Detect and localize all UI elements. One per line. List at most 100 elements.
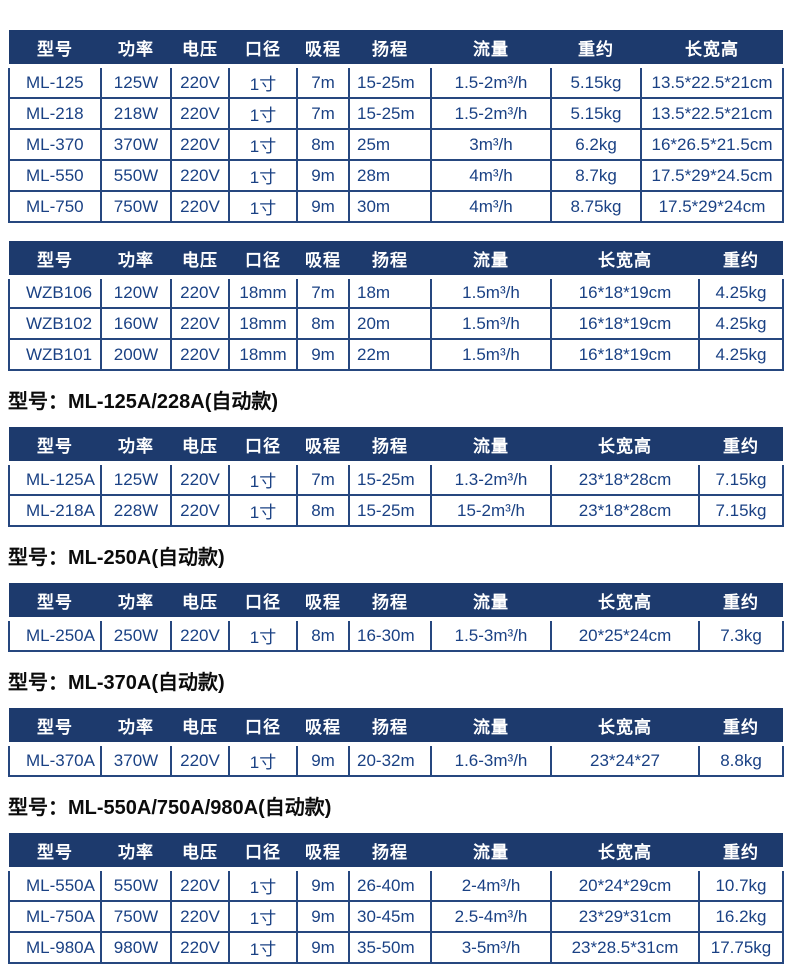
cell-lift: 15-25m bbox=[348, 462, 432, 496]
cell-flow: 1.5-2m³/h bbox=[430, 65, 552, 99]
cell-voltage: 220V bbox=[170, 462, 230, 496]
cell-model: ML-125A bbox=[8, 462, 102, 496]
spec-table-ml125a-228a: 型号 功率 电压 口径 吸程 扬程 流量 长宽高 重约 ML-125A 125W 220V 1寸 7m 15… bbox=[8, 427, 784, 527]
cell-weight: 10.7kg bbox=[698, 868, 784, 902]
cell-flow: 15-2m³/h bbox=[430, 494, 552, 527]
cell-power: 550W bbox=[100, 159, 172, 192]
cell-dimensions: 23*29*31cm bbox=[550, 900, 700, 933]
column-header-model: 型号 bbox=[9, 30, 101, 68]
cell-flow: 1.6-3m³/h bbox=[430, 743, 552, 777]
column-header-weight: 重约 bbox=[699, 708, 783, 746]
cell-power: 228W bbox=[100, 494, 172, 527]
column-header-voltage: 电压 bbox=[171, 708, 229, 746]
table-row: ML-370 370W 220V 1寸 8m 25m 3m³/h 6.2kg 16*26.5*2… bbox=[8, 128, 784, 161]
section-heading-ml370a: 型号：ML-370A(自动款) bbox=[8, 672, 225, 694]
spec-table: 型号 功率 电压 口径 吸程 扬程 流量 长宽高 重约 ML-550A 550W 220V 1寸 9m 26… bbox=[8, 833, 784, 964]
cell-diameter: 1寸 bbox=[228, 97, 298, 130]
cell-diameter: 1寸 bbox=[228, 190, 298, 223]
cell-voltage: 220V bbox=[170, 743, 230, 777]
cell-suction: 7m bbox=[296, 97, 350, 130]
column-header-suction: 吸程 bbox=[297, 30, 349, 68]
table-row: ML-218 218W 220V 1寸 7m 15-25m 1.5-2m³/h 5.15kg 1… bbox=[8, 97, 784, 130]
cell-flow: 1.5-2m³/h bbox=[430, 97, 552, 130]
spec-table-ml550a-750a-980a: 型号 功率 电压 口径 吸程 扬程 流量 长宽高 重约 ML-550A 550W 220V 1寸 9m 26… bbox=[8, 833, 784, 964]
cell-voltage: 220V bbox=[170, 931, 230, 964]
cell-power: 750W bbox=[100, 900, 172, 933]
cell-lift: 15-25m bbox=[348, 97, 432, 130]
cell-model: WZB101 bbox=[8, 338, 102, 371]
column-header-lift: 扬程 bbox=[349, 833, 431, 871]
column-header-lift: 扬程 bbox=[349, 427, 431, 465]
cell-power: 125W bbox=[100, 65, 172, 99]
cell-weight: 5.15kg bbox=[550, 65, 642, 99]
cell-voltage: 220V bbox=[170, 868, 230, 902]
column-header-weight: 重约 bbox=[699, 583, 783, 621]
cell-model: ML-250A bbox=[8, 618, 102, 652]
cell-model: ML-125 bbox=[8, 65, 102, 99]
cell-lift: 15-25m bbox=[348, 65, 432, 99]
column-header-weight: 重约 bbox=[699, 833, 783, 871]
column-header-flow: 流量 bbox=[431, 30, 551, 68]
cell-power: 218W bbox=[100, 97, 172, 130]
cell-flow: 1.3-2m³/h bbox=[430, 462, 552, 496]
cell-flow: 4m³/h bbox=[430, 190, 552, 223]
cell-suction: 7m bbox=[296, 462, 350, 496]
table-row: ML-750A 750W 220V 1寸 9m 30-45m 2.5-4m³/h 23*29*… bbox=[8, 900, 784, 933]
cell-model: ML-750A bbox=[8, 900, 102, 933]
column-header-dimensions: 长宽高 bbox=[551, 708, 699, 746]
cell-weight: 4.25kg bbox=[698, 307, 784, 340]
column-header-voltage: 电压 bbox=[171, 241, 229, 279]
column-header-lift: 扬程 bbox=[349, 583, 431, 621]
spec-table-ml370a: 型号 功率 电压 口径 吸程 扬程 流量 长宽高 重约 ML-370A 370W 220V 1寸 9m 20… bbox=[8, 708, 784, 777]
cell-power: 200W bbox=[100, 338, 172, 371]
cell-dimensions: 16*18*19cm bbox=[550, 307, 700, 340]
cell-model: WZB102 bbox=[8, 307, 102, 340]
cell-power: 750W bbox=[100, 190, 172, 223]
cell-dimensions: 17.5*29*24.5cm bbox=[640, 159, 784, 192]
cell-model: ML-550 bbox=[8, 159, 102, 192]
table-row: ML-250A 250W 220V 1寸 8m 16-30m 1.5-3m³/h 20*25*… bbox=[8, 618, 784, 652]
column-header-model: 型号 bbox=[9, 583, 101, 621]
column-header-model: 型号 bbox=[9, 427, 101, 465]
cell-suction: 7m bbox=[296, 276, 350, 309]
cell-weight: 8.8kg bbox=[698, 743, 784, 777]
column-header-weight: 重约 bbox=[551, 30, 641, 68]
cell-flow: 4m³/h bbox=[430, 159, 552, 192]
cell-suction: 8m bbox=[296, 618, 350, 652]
cell-flow: 2.5-4m³/h bbox=[430, 900, 552, 933]
cell-voltage: 220V bbox=[170, 159, 230, 192]
column-header-voltage: 电压 bbox=[171, 30, 229, 68]
column-header-voltage: 电压 bbox=[171, 427, 229, 465]
cell-diameter: 1寸 bbox=[228, 743, 298, 777]
column-header-diameter: 口径 bbox=[229, 708, 297, 746]
column-header-suction: 吸程 bbox=[297, 833, 349, 871]
cell-weight: 5.15kg bbox=[550, 97, 642, 130]
cell-voltage: 220V bbox=[170, 190, 230, 223]
table-row: ML-750 750W 220V 1寸 9m 30m 4m³/h 8.75kg 17.5*29*… bbox=[8, 190, 784, 223]
cell-flow: 1.5m³/h bbox=[430, 338, 552, 371]
column-header-voltage: 电压 bbox=[171, 833, 229, 871]
table-row: ML-980A 980W 220V 1寸 9m 35-50m 3-5m³/h 23*28.5*… bbox=[8, 931, 784, 964]
column-header-suction: 吸程 bbox=[297, 708, 349, 746]
cell-diameter: 1寸 bbox=[228, 65, 298, 99]
cell-diameter: 18mm bbox=[228, 307, 298, 340]
column-header-power: 功率 bbox=[101, 583, 171, 621]
table-row: WZB106 120W 220V 18mm 7m 18m 1.5m³/h 16*18*19cm… bbox=[8, 276, 784, 309]
column-header-weight: 重约 bbox=[699, 241, 783, 279]
cell-lift: 25m bbox=[348, 128, 432, 161]
cell-weight: 7.15kg bbox=[698, 462, 784, 496]
table-row: ML-125A 125W 220V 1寸 7m 15-25m 1.3-2m³/h 23*18*… bbox=[8, 462, 784, 496]
cell-power: 250W bbox=[100, 618, 172, 652]
cell-voltage: 220V bbox=[170, 276, 230, 309]
header-row: 型号 功率 电压 口径 吸程 扬程 流量 长宽高 重约 bbox=[9, 708, 783, 746]
cell-suction: 8m bbox=[296, 494, 350, 527]
cell-suction: 9m bbox=[296, 338, 350, 371]
cell-dimensions: 17.5*29*24cm bbox=[640, 190, 784, 223]
column-header-dimensions: 长宽高 bbox=[551, 583, 699, 621]
cell-dimensions: 23*18*28cm bbox=[550, 494, 700, 527]
cell-diameter: 18mm bbox=[228, 276, 298, 309]
cell-suction: 9m bbox=[296, 931, 350, 964]
cell-dimensions: 13.5*22.5*21cm bbox=[640, 97, 784, 130]
column-header-lift: 扬程 bbox=[349, 241, 431, 279]
table-row: ML-218A 228W 220V 1寸 8m 15-25m 15-2m³/h 23*18*2… bbox=[8, 494, 784, 527]
